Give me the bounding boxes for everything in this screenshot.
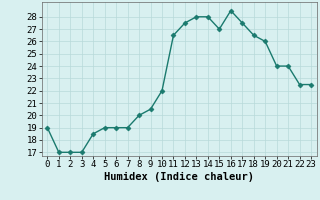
X-axis label: Humidex (Indice chaleur): Humidex (Indice chaleur) <box>104 172 254 182</box>
